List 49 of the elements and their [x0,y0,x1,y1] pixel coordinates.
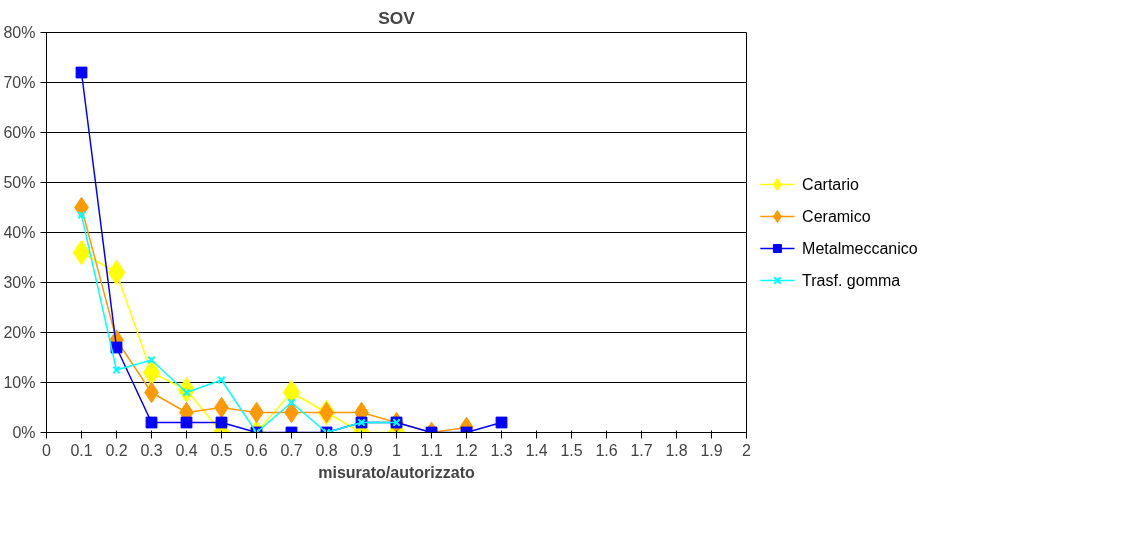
point [107,259,126,286]
x-tick-label: 1.5 [560,441,583,459]
point [180,416,193,429]
x-tick-label: 1 [392,441,402,459]
x-tick-label: 0 [42,441,52,459]
y-tick-label: 60% [3,124,36,141]
x-tick-label: 0.4 [175,441,198,459]
x-tick-label: 0.9 [350,441,373,459]
y-tick-label: 20% [3,324,36,341]
point [112,365,121,375]
x-tick-label: 1.3 [490,441,513,459]
y-tick-label: 10% [3,374,36,391]
legend-label: Ceramico [802,208,871,225]
x-tick-label: 0.2 [105,441,128,459]
y-tick-label: 70% [3,74,36,91]
x-tick-label: 0.1 [70,441,93,459]
x-axis-title: misurato/autorizzato [318,463,475,481]
legend-label: Trasf. gomma [802,272,901,289]
x-tick-label: 0.6 [245,441,268,459]
point [287,398,296,407]
point [215,416,228,429]
x-tick-label: 1.7 [630,441,653,459]
x-tick-label: 2 [742,441,752,459]
y-tick-label: 0% [12,424,36,441]
point [147,355,156,365]
y-tick-label: 40% [3,224,36,241]
y-tick-label: 30% [3,274,36,291]
point [217,375,226,385]
x-tick-label: 0.5 [210,441,233,459]
x-tick-label: 0.7 [280,441,303,459]
point [495,416,508,429]
y-tick-label: 50% [3,174,36,191]
chart-title: SOV [378,7,416,28]
x-tick-label: 1.8 [665,441,688,459]
point [142,359,161,386]
point [145,416,158,429]
x-tick-label: 1.1 [420,441,443,459]
x-tick-label: 1.9 [700,441,723,459]
legend-label: Cartario [802,176,860,193]
point [110,341,123,354]
x-tick-label: 0.8 [315,441,338,459]
x-tick-label: 1.4 [525,441,548,459]
x-tick-label: 1.6 [595,441,618,459]
legend-label: Metalmeccanico [802,240,918,257]
point [75,66,88,79]
point [72,239,91,266]
y-tick-label: 80% [3,24,36,41]
x-tick-label: 0.3 [140,441,163,459]
x-tick-label: 1.2 [455,441,478,459]
